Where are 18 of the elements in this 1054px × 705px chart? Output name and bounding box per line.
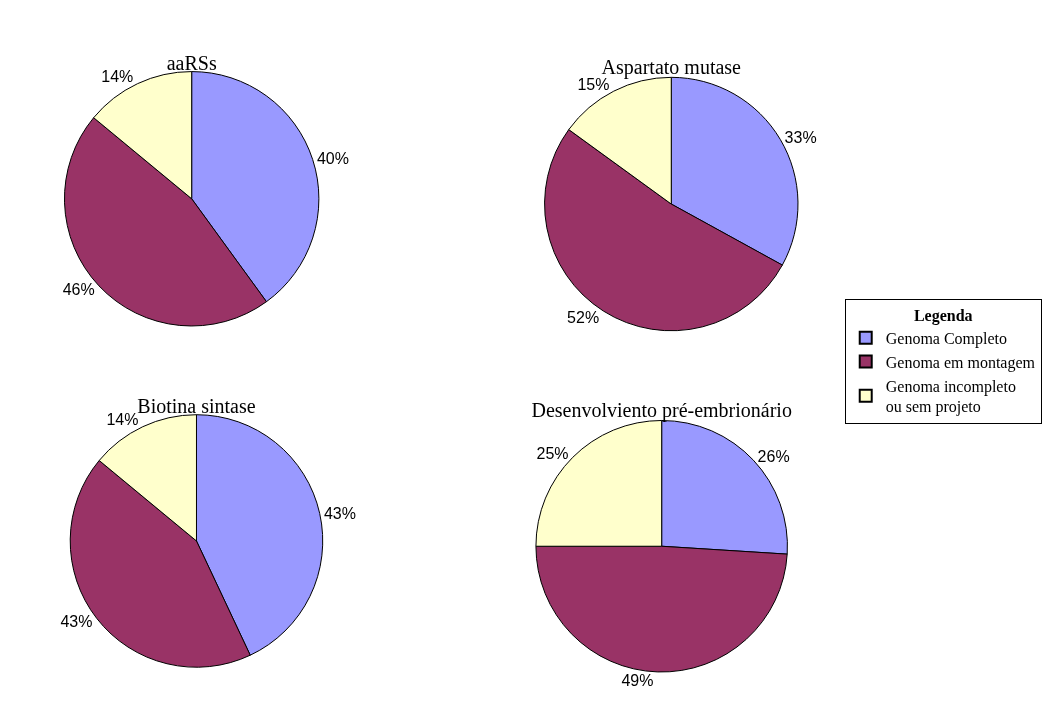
chart-title: aaRSs [166, 51, 217, 74]
chart-title: Biotina sintase [137, 394, 256, 417]
data-label: 14% [106, 411, 139, 429]
data-label: 52% [567, 308, 600, 326]
legend-label: Genoma em montagem [885, 353, 1036, 372]
data-label: 43% [60, 613, 93, 631]
legend-title: Legenda [913, 306, 973, 325]
data-label: 26% [757, 447, 790, 465]
data-label: 49% [621, 671, 654, 689]
legend-label: Genoma Completo [885, 329, 1008, 348]
data-label: 25% [536, 444, 569, 462]
legend-label: Genoma incompleto ou sem projeto [885, 377, 1016, 417]
data-label: 43% [323, 504, 356, 522]
chart-title: Desenvolviento pré-embrionário [531, 399, 792, 423]
data-label: 14% [101, 68, 134, 86]
data-label: 46% [62, 281, 95, 299]
data-label: 33% [784, 128, 817, 146]
data-label: 40% [316, 150, 349, 168]
